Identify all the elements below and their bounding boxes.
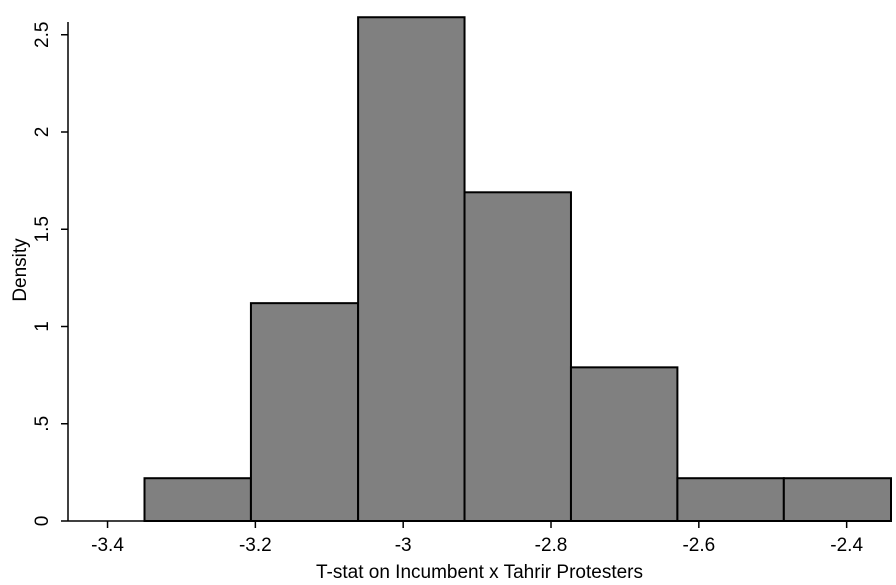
x-axis-ticks: -3.4 -3.2 -3 -2.8 -2.6 -2.4 <box>91 521 863 556</box>
histogram-bar <box>569 366 679 522</box>
x-tick-label: -2.6 <box>682 535 715 556</box>
histogram-bar <box>676 477 785 522</box>
x-tick-label: -2.8 <box>535 535 568 556</box>
y-tick-label: 1.5 <box>32 216 53 242</box>
x-axis-title: T-stat on Incumbent x Tahrir Protesters <box>316 562 643 583</box>
histogram-bars <box>143 16 893 523</box>
y-tick-label: 2.5 <box>32 22 53 48</box>
histogram-bar <box>249 302 360 522</box>
histogram-bar <box>782 477 893 522</box>
x-tick-label: -3.2 <box>239 535 272 556</box>
x-tick-label: -3.4 <box>91 535 124 556</box>
y-tick-label: 0 <box>32 516 53 527</box>
y-tick-label: 2 <box>32 127 53 138</box>
histogram-bar <box>143 477 252 522</box>
x-tick-label: -3 <box>395 535 412 556</box>
y-tick-label: 1 <box>32 321 53 332</box>
y-tick-label: .5 <box>32 416 53 432</box>
y-axis-ticks: 0 .5 1 1.5 2 2.5 <box>32 22 68 527</box>
histogram-bar <box>357 16 466 523</box>
y-axis-title: Density <box>10 238 31 302</box>
x-tick-label: -2.4 <box>830 535 863 556</box>
histogram-bar <box>463 191 572 522</box>
